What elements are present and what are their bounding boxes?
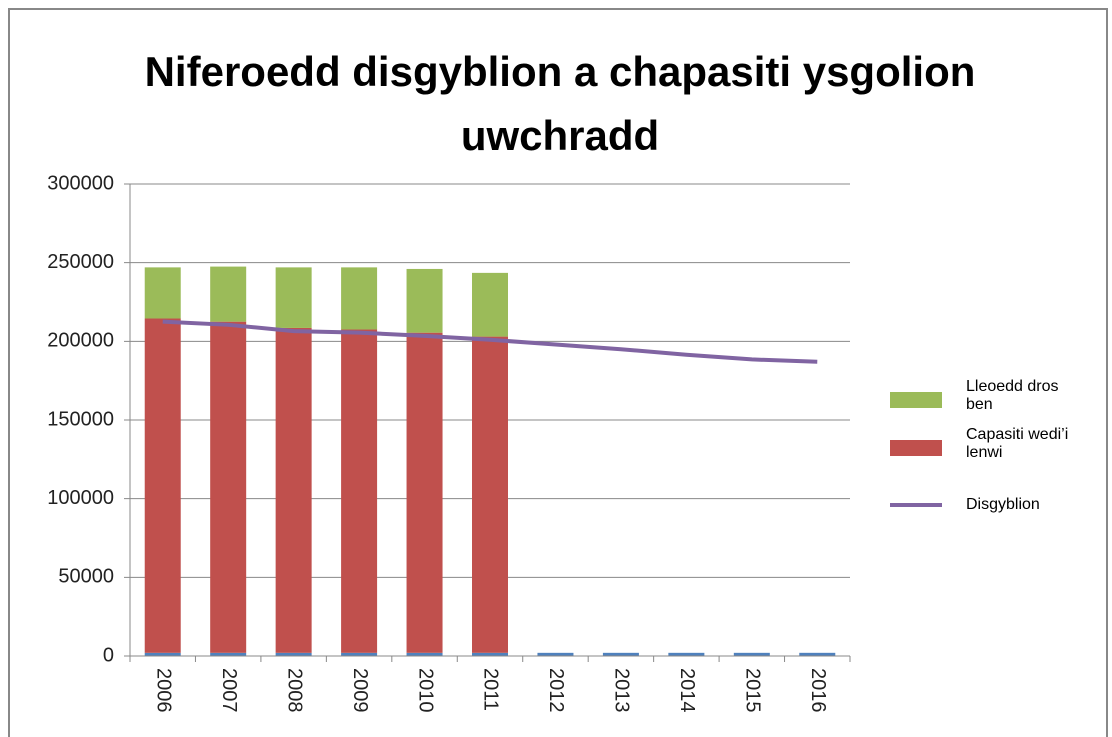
bar bbox=[472, 272, 508, 337]
bar bbox=[733, 652, 770, 656]
bar bbox=[799, 652, 836, 656]
legend-label: Lleoedd dros ben bbox=[966, 378, 1059, 413]
x-tick-label: 2015 bbox=[742, 668, 764, 713]
x-tick-label: 2009 bbox=[349, 668, 371, 713]
x-tick-label: 2010 bbox=[414, 668, 436, 713]
bar bbox=[472, 652, 508, 656]
bar bbox=[210, 321, 247, 653]
y-tick-label: 50000 bbox=[58, 566, 114, 588]
y-tick-label: 0 bbox=[103, 644, 114, 666]
x-tick-label: 2011 bbox=[480, 668, 502, 711]
bar bbox=[537, 652, 574, 656]
bar bbox=[144, 318, 181, 653]
chart-title: Niferoedd disgyblion a chapasiti ysgolio… bbox=[144, 48, 976, 159]
bar bbox=[406, 332, 443, 653]
bar bbox=[275, 652, 312, 656]
line bbox=[162, 319, 818, 364]
bar bbox=[472, 336, 508, 653]
bar bbox=[275, 327, 312, 653]
bar bbox=[275, 267, 312, 328]
bar bbox=[341, 652, 378, 656]
y-tick-label: 100000 bbox=[47, 487, 114, 509]
x-tick-label: 2014 bbox=[676, 668, 698, 713]
y-tick-label: 200000 bbox=[47, 330, 114, 352]
legend-label: Capasiti wedi’i lenwi bbox=[966, 426, 1069, 461]
bar bbox=[341, 329, 378, 653]
bar bbox=[406, 268, 443, 333]
bar bbox=[602, 652, 639, 656]
bar bbox=[210, 652, 247, 656]
bar bbox=[406, 652, 443, 656]
bar bbox=[668, 652, 705, 656]
x-tick-label: 2016 bbox=[807, 668, 829, 713]
bar bbox=[341, 267, 378, 330]
bar bbox=[210, 266, 247, 322]
bar bbox=[144, 652, 181, 656]
legend-label: Disgyblion bbox=[966, 496, 1040, 513]
y-tick-label: 300000 bbox=[47, 172, 114, 194]
y-tick-label: 150000 bbox=[47, 408, 114, 430]
chart-frame bbox=[8, 8, 1108, 737]
x-tick-label: 2007 bbox=[218, 668, 240, 713]
legend-swatch bbox=[890, 392, 942, 408]
x-tick-label: 2012 bbox=[545, 668, 567, 713]
x-tick-label: 2013 bbox=[611, 668, 633, 713]
x-tick-label: 2006 bbox=[152, 668, 174, 713]
x-tick-label: 2008 bbox=[283, 668, 305, 713]
y-tick-label: 250000 bbox=[47, 251, 114, 273]
legend-swatch bbox=[890, 440, 942, 456]
bar bbox=[144, 267, 181, 319]
